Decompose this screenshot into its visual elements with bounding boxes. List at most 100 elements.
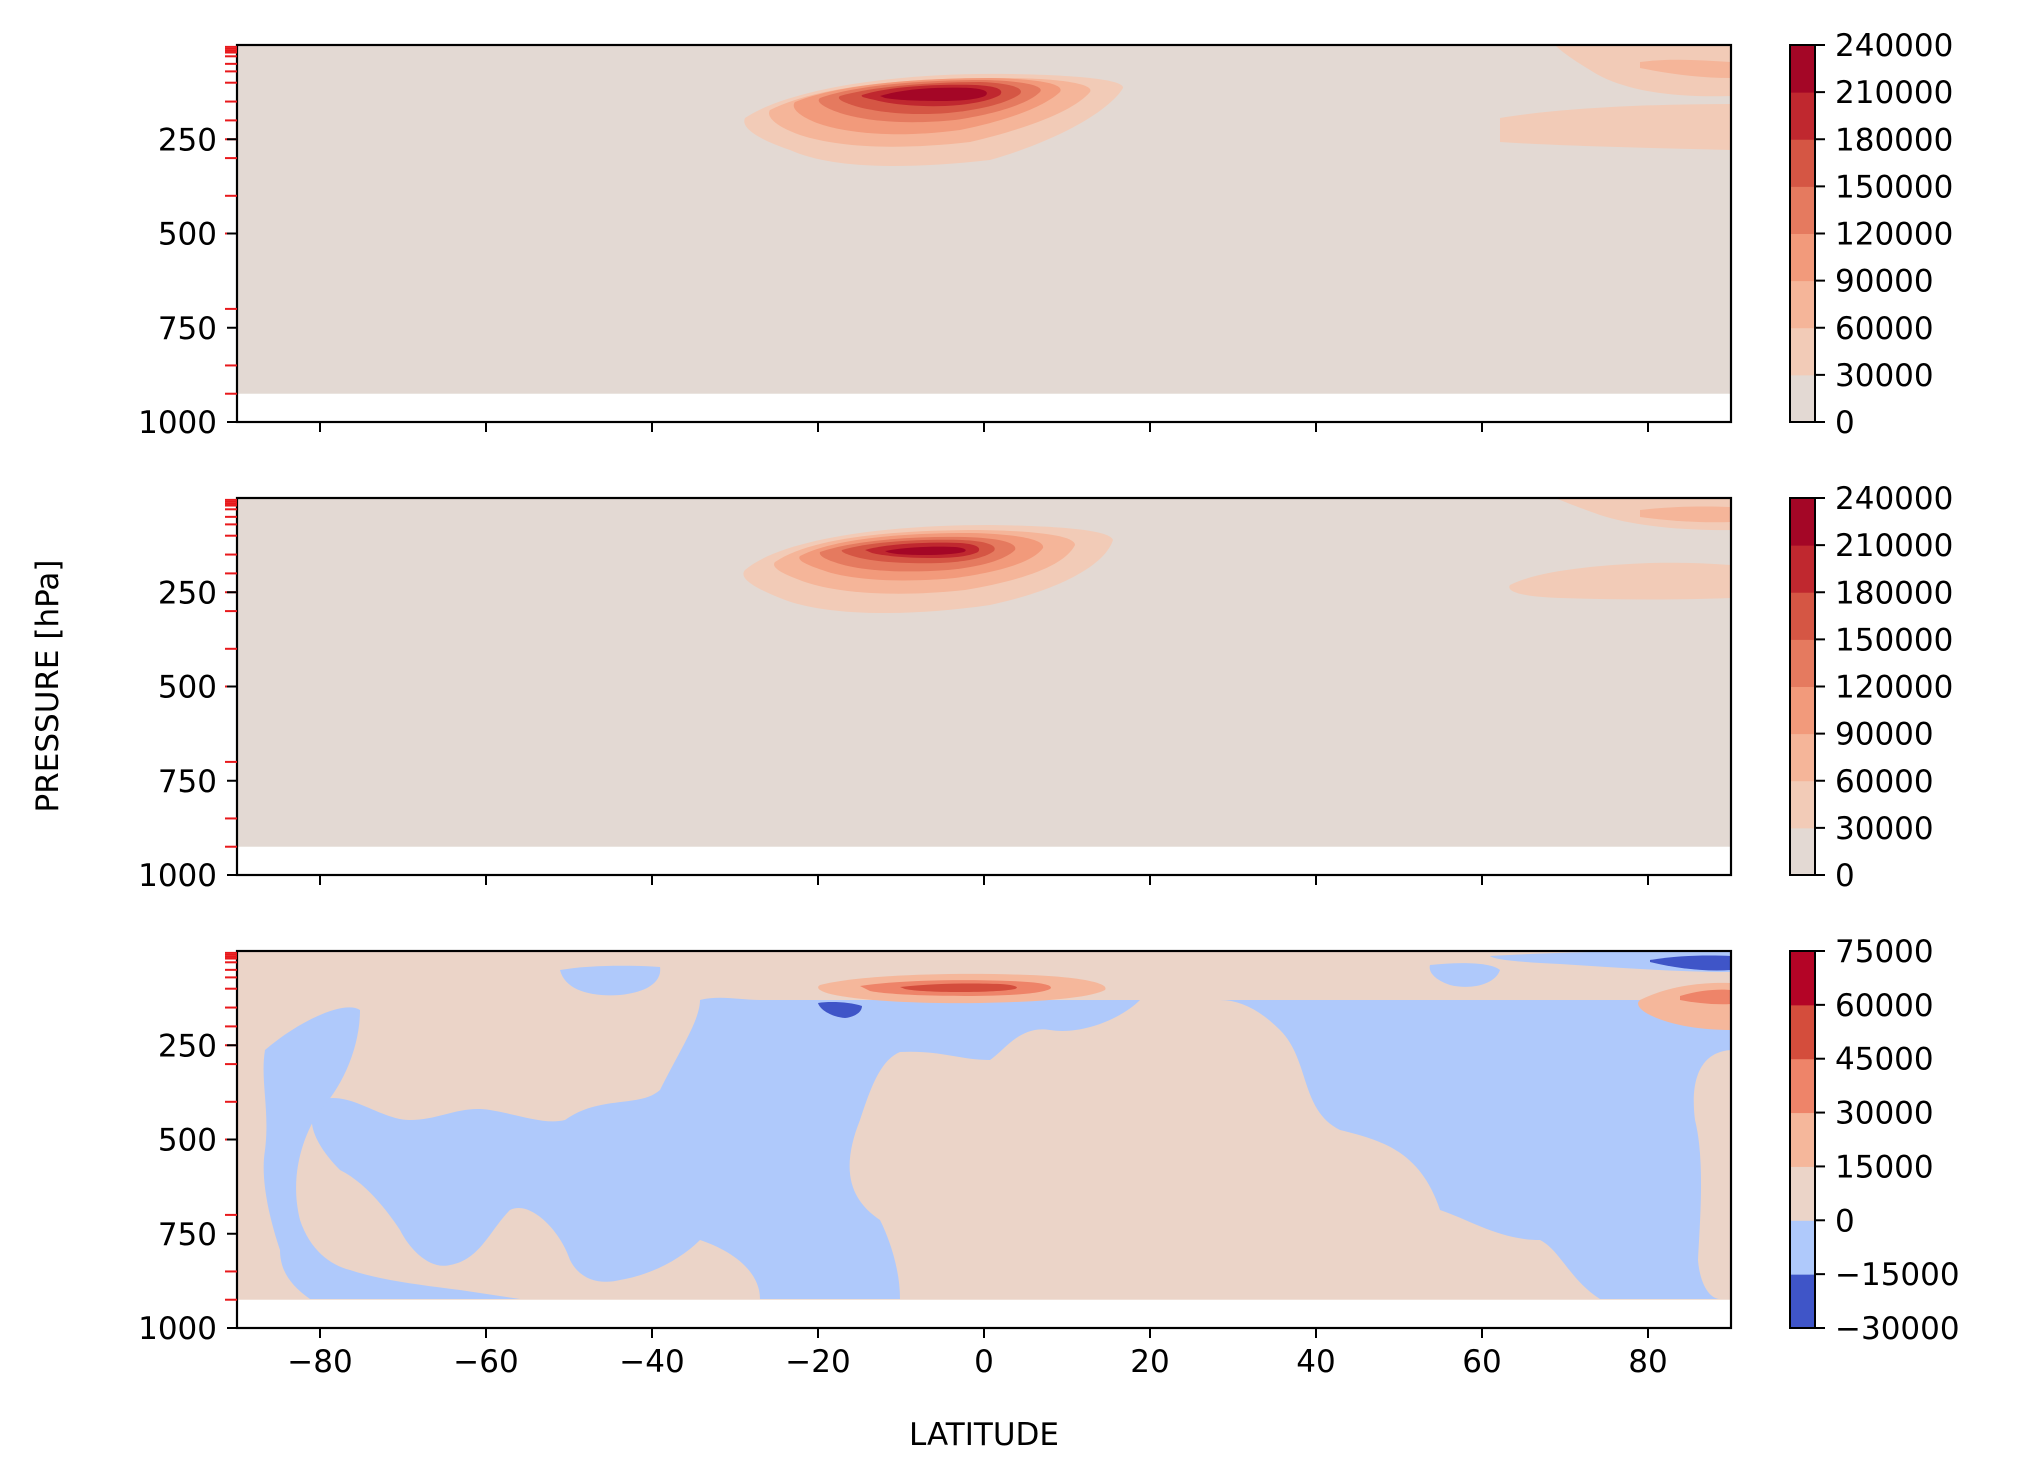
colorbar-tick-label: 30000 [1835, 358, 1934, 394]
panel-2-polar-band-top-inner [1640, 506, 1731, 523]
colorbar-frame [1789, 950, 1816, 1329]
colorbar-segment [1790, 45, 1815, 93]
colorbar-segment [1790, 374, 1815, 423]
colorbar-tick-label: 120000 [1835, 670, 1953, 706]
x-axis-label: LATITUDE [909, 1417, 1059, 1453]
panel-2-contour-level-7 [885, 546, 966, 555]
colorbar-tick-label: 150000 [1835, 169, 1953, 205]
colorbar-segment [1790, 780, 1815, 829]
panel-1-y-tick-label: 750 [158, 311, 217, 347]
y-axis-label: PRESSURE [hPa] [30, 560, 66, 813]
panel-3-polar-negative [1650, 955, 1731, 971]
colorbar-segment [1790, 280, 1815, 329]
panel-3-negative-pocket [818, 1002, 862, 1018]
colorbar-tick-label: 120000 [1835, 217, 1953, 253]
colorbar-tick-label: 180000 [1835, 575, 1953, 611]
panel-3-negative-region-upper-left [560, 965, 661, 996]
colorbar-segment [1790, 1220, 1815, 1275]
colorbar-segment [1790, 327, 1815, 376]
colorbar-segment [1790, 1004, 1815, 1060]
panel-2-y-tick-label: 500 [158, 670, 217, 706]
panel-1-y-tick-label: 1000 [138, 405, 217, 441]
colorbar-tick-label: 0 [1835, 1203, 1855, 1239]
panel-2-colorbar: 0 30000 60000 90000 120000 150000 180000 210000… [1789, 481, 1953, 894]
panel-3-y-tick-label: 750 [158, 1217, 217, 1253]
panel-3-negative-region-upper-right [1429, 963, 1500, 987]
colorbar-tick-label: 75000 [1835, 934, 1934, 970]
colorbar-tick-label: 60000 [1835, 311, 1934, 347]
colorbar-tick-label: 90000 [1835, 717, 1934, 753]
colorbar-tick-label: 210000 [1835, 528, 1953, 564]
panel-1-polar-band-top-inner [1640, 59, 1731, 78]
colorbar-segment [1790, 592, 1815, 640]
colorbar-segment [1790, 545, 1815, 593]
panel-2-y-tick-label: 250 [158, 575, 217, 611]
panel-1-polar-band-top [1555, 45, 1731, 97]
colorbar-tick-label: 60000 [1835, 988, 1934, 1024]
colorbar-segment [1790, 1058, 1815, 1114]
panel-1-colorbar: 0 30000 60000 90000 120000 150000 180000 210000… [1789, 28, 1953, 441]
colorbar-segment [1790, 733, 1815, 782]
x-tick-label: 80 [1628, 1344, 1667, 1380]
colorbar-tick-label: 240000 [1835, 481, 1953, 517]
panel-2 [237, 498, 1731, 847]
panel-2-contours [237, 498, 1731, 847]
colorbar-tick-label: 240000 [1835, 28, 1953, 64]
x-tick-label: −20 [785, 1344, 850, 1380]
colorbar-segment [1790, 639, 1815, 687]
panel-2-y-tick-label: 1000 [138, 858, 217, 894]
panel-3-negative-region-top-right [1490, 951, 1731, 972]
colorbar-tick-label: 30000 [1835, 811, 1934, 847]
colorbar-tick-label: 0 [1835, 405, 1855, 441]
panel-3-y-tick-label: 500 [158, 1123, 217, 1159]
x-tick-label: −60 [453, 1344, 518, 1380]
panel-3-contours [237, 951, 1731, 1300]
panel-1-polar-band-upper [1500, 104, 1731, 150]
colorbar-tick-label: −15000 [1835, 1257, 1960, 1293]
panel-2-polar-band-upper [1509, 562, 1731, 600]
panel-1-y-tick-label: 250 [158, 122, 217, 158]
panel-3-y-tick-label: 250 [158, 1028, 217, 1064]
panel-1 [237, 45, 1731, 394]
colorbar-tick-label: −30000 [1835, 1311, 1960, 1347]
colorbar-segment [1790, 186, 1815, 234]
colorbar-tick-label: 150000 [1835, 622, 1953, 658]
panel-3 [237, 951, 1731, 1300]
x-tick-label: −40 [619, 1344, 684, 1380]
colorbar-tick-label: 45000 [1835, 1042, 1934, 1078]
colorbar-tick-label: 30000 [1835, 1096, 1934, 1132]
colorbar-segment [1790, 1274, 1815, 1329]
panel-2-y-tick-label: 750 [158, 764, 217, 800]
panel-3-negative-region-main [311, 997, 1731, 1299]
colorbar-segment [1790, 92, 1815, 140]
panel-3-negative-region-left [263, 1007, 520, 1299]
x-tick-label: 60 [1462, 1344, 1501, 1380]
panel-3-positive-level-3 [900, 983, 1017, 992]
panel-1-contours [237, 45, 1731, 394]
x-tick-label: 0 [974, 1344, 994, 1380]
colorbar-tick-label: 0 [1835, 858, 1855, 894]
colorbar-segment [1790, 1166, 1815, 1221]
x-tick-label: −80 [287, 1344, 352, 1380]
panel-3-colorbar: −30000 −15000 0 15000 30000 45000 60000 75000 [1789, 934, 1960, 1347]
colorbar-segment [1790, 686, 1815, 735]
panel-1-y-tick-label: 500 [158, 217, 217, 253]
colorbar-tick-label: 180000 [1835, 122, 1953, 158]
colorbar-segment [1790, 1112, 1815, 1167]
panel-1-contour-level-7 [880, 87, 987, 101]
colorbar-segment [1790, 951, 1815, 1006]
colorbar-segment [1790, 498, 1815, 546]
panel-3-y-tick-label: 1000 [138, 1311, 217, 1347]
x-tick-label: 40 [1296, 1344, 1335, 1380]
panel-3-polar-positive-level-2 [1680, 989, 1731, 1005]
colorbar-tick-label: 90000 [1835, 264, 1934, 300]
colorbar-segment [1790, 233, 1815, 282]
colorbar-tick-label: 60000 [1835, 764, 1934, 800]
colorbar-segment [1790, 139, 1815, 187]
colorbar-tick-label: 15000 [1835, 1149, 1934, 1185]
x-tick-label: 20 [1130, 1344, 1169, 1380]
colorbar-tick-label: 210000 [1835, 75, 1953, 111]
colorbar-segment [1790, 827, 1815, 876]
